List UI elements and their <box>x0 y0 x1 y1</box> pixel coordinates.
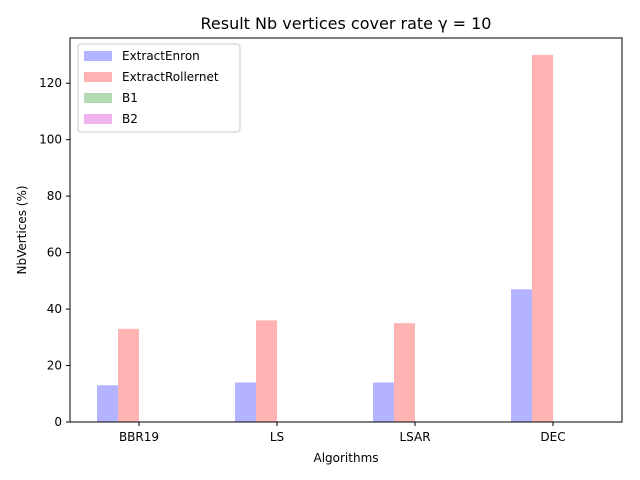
y-tick-label: 20 <box>47 359 62 373</box>
bar-extractrollernet-bbr19 <box>118 328 139 422</box>
legend-swatch <box>84 93 112 103</box>
y-tick-label: 40 <box>47 302 62 316</box>
legend-swatch <box>84 51 112 61</box>
x-tick-label: DEC <box>540 430 565 444</box>
legend-label: ExtractEnron <box>122 49 200 63</box>
axes-group: 0 20 40 60 80 100 120 BBR19 LS LSAR DEC <box>39 37 623 444</box>
legend-swatch <box>84 72 112 82</box>
bar-extractrollernet-dec <box>532 54 553 423</box>
bar-extractenron-lsar <box>373 382 394 422</box>
legend-label: B2 <box>122 112 138 126</box>
y-tick-label: 60 <box>47 246 62 260</box>
plot-frame <box>69 37 623 423</box>
bars-group <box>97 54 553 423</box>
x-tick-label: BBR19 <box>119 430 159 444</box>
bar-extractenron-ls <box>235 382 256 422</box>
bar-extractenron-dec <box>511 289 532 422</box>
x-tick-label: LSAR <box>399 430 430 444</box>
legend: ExtractEnron ExtractRollernet B1 B2 <box>77 43 241 133</box>
x-tick-label: LS <box>270 430 284 444</box>
legend-swatch <box>84 114 112 124</box>
y-tick-label: 80 <box>47 189 62 203</box>
x-axis-label: Algorithms <box>313 451 378 465</box>
legend-label: ExtractRollernet <box>122 70 219 84</box>
bar-extractenron-bbr19 <box>97 385 118 422</box>
y-tick-label: 120 <box>39 76 62 90</box>
bar-extractrollernet-lsar <box>394 323 415 422</box>
y-tick-label: 100 <box>39 133 62 147</box>
y-tick-label: 0 <box>54 415 62 429</box>
y-axis-label: NbVertices (%) <box>15 185 29 274</box>
bar-extractrollernet-ls <box>256 320 277 422</box>
chart-title: Result Nb vertices cover rate γ = 10 <box>201 14 492 33</box>
legend-label: B1 <box>122 91 138 105</box>
legend-box <box>77 43 241 133</box>
